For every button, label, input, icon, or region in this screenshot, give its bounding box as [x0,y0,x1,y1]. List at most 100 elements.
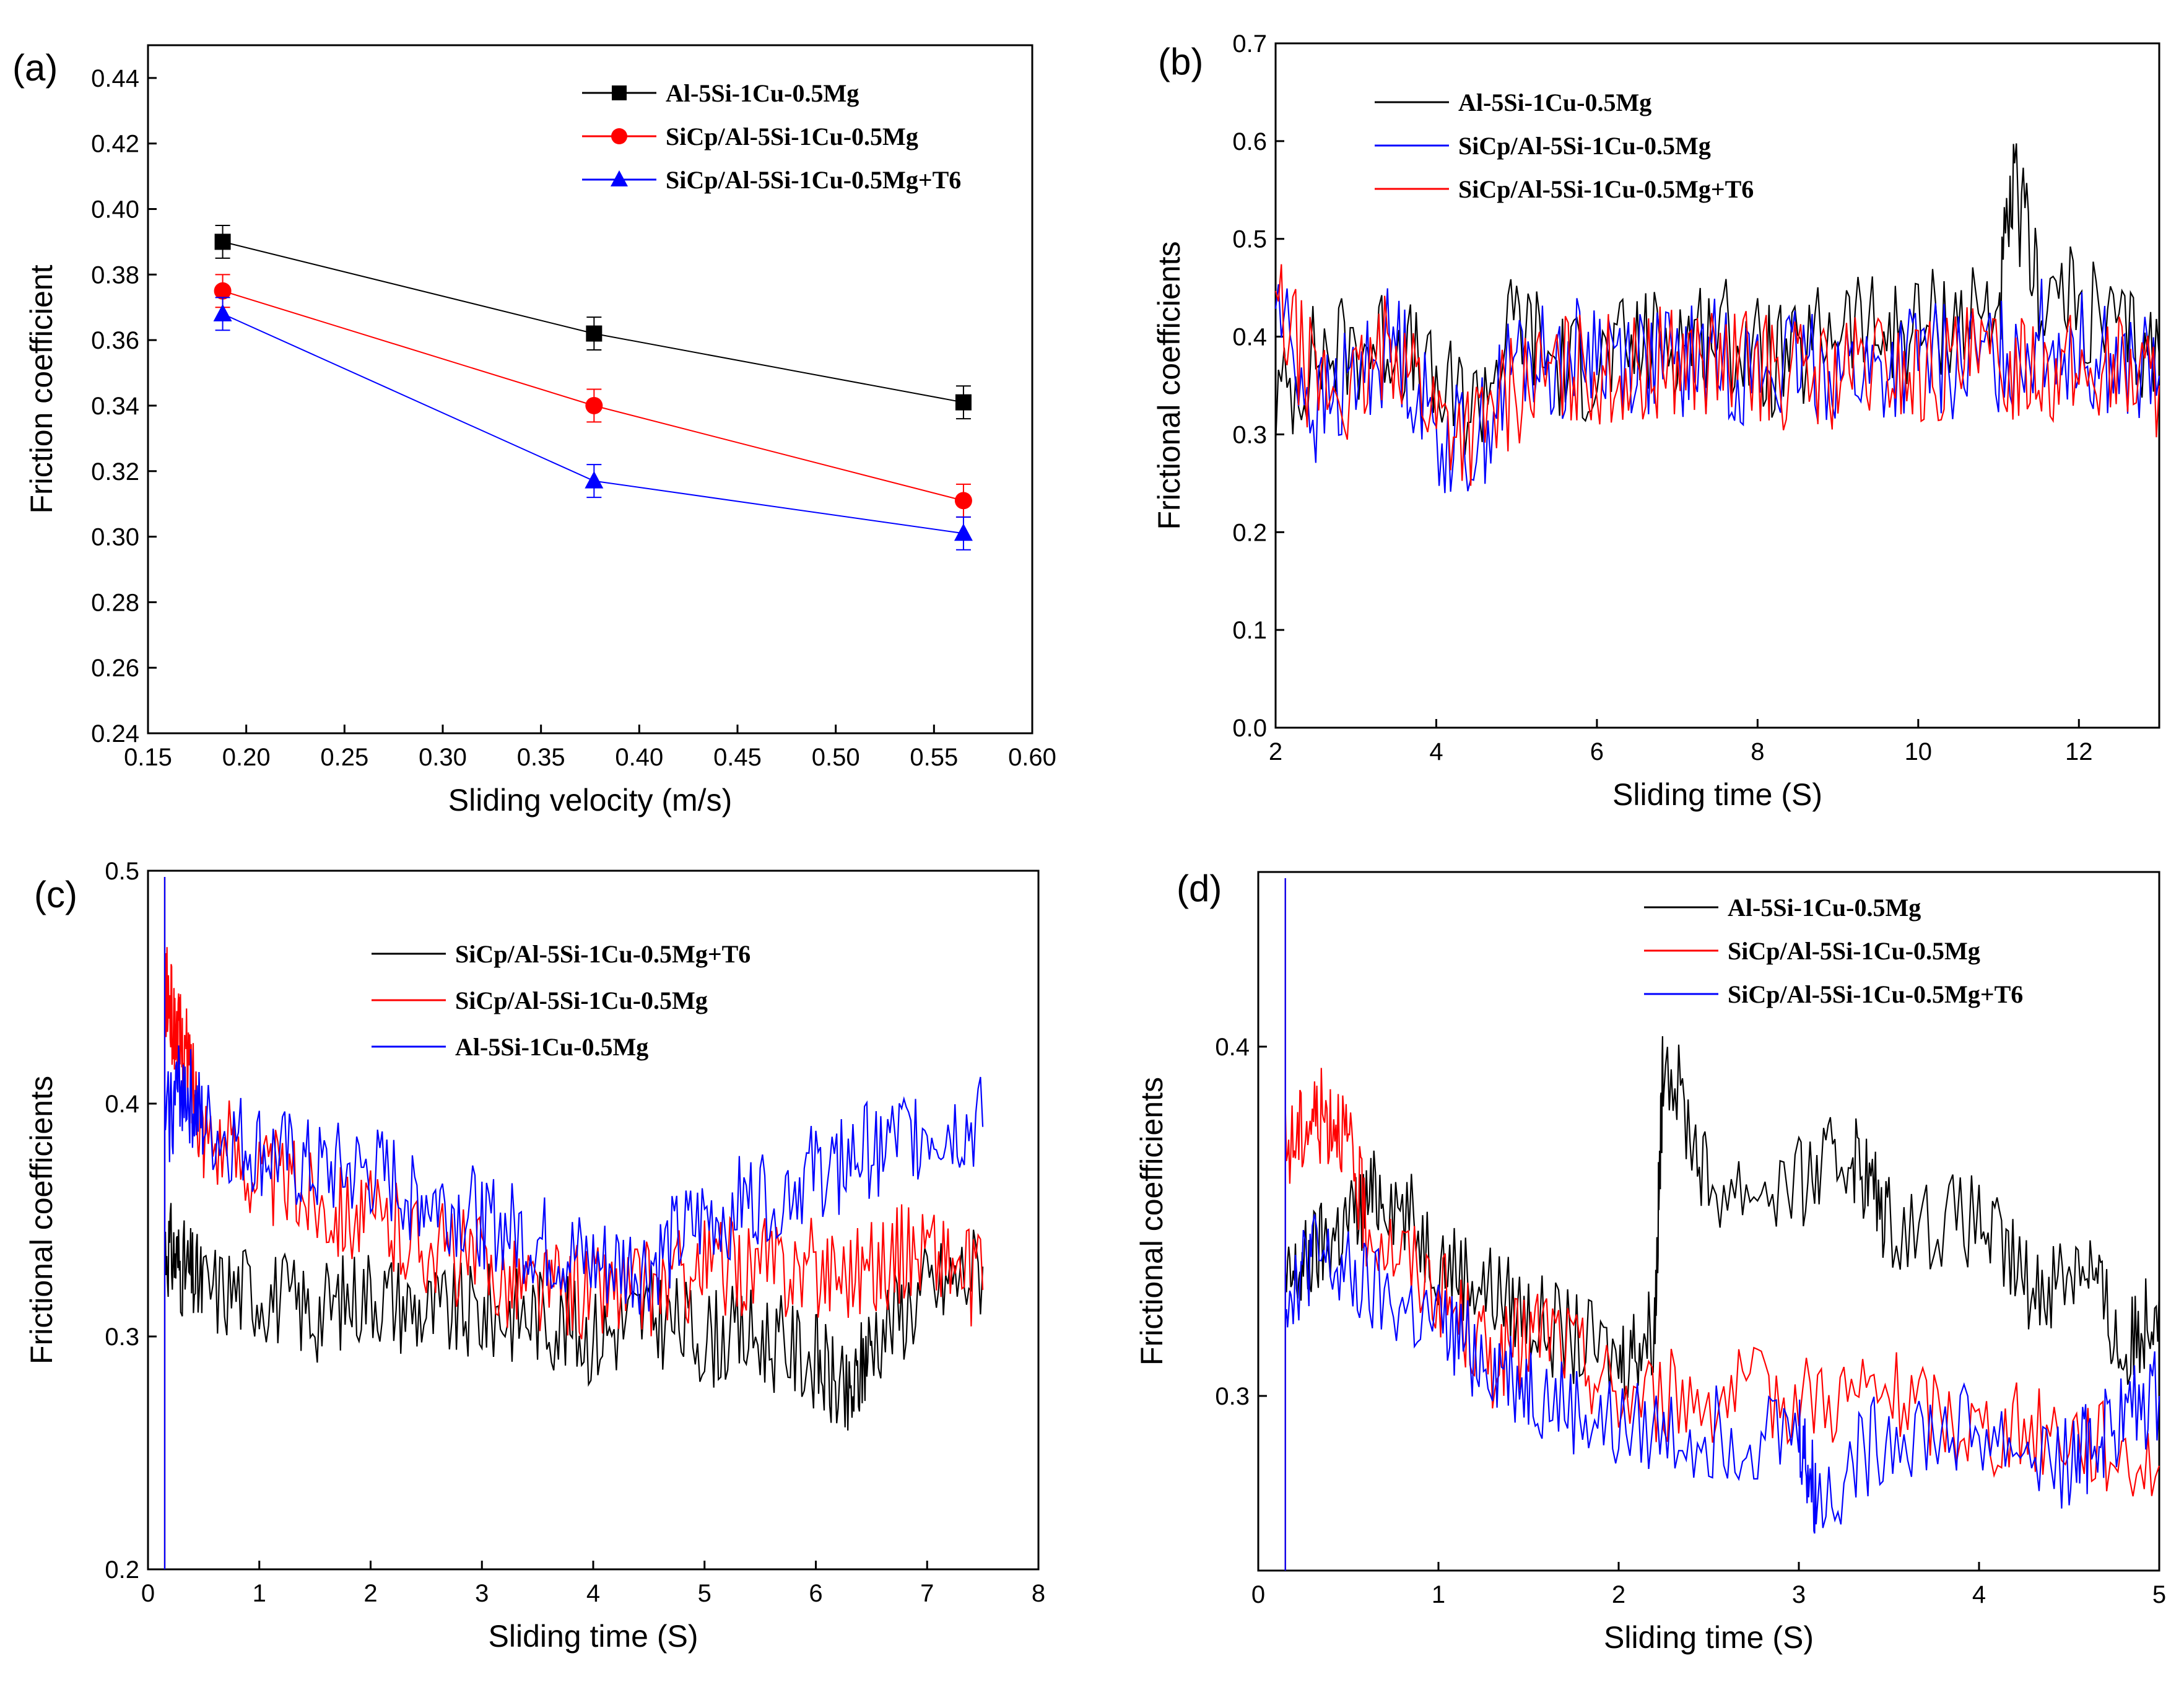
y-tick-label: 0.4 [1215,1034,1250,1061]
legend-label: Al-5Si-1Cu-0.5Mg [666,79,859,107]
y-tick-label: 0.30 [91,524,139,551]
legend-label: SiCp/Al-5Si-1Cu-0.5Mg+T6 [1458,175,1754,203]
y-tick-label: 0.1 [1232,617,1267,644]
x-tick-label: 3 [475,1580,489,1607]
chart-panel-a: 0.15 0.20 0.25 0.30 0.35 0.40 0.45 0.50 0.55 0.60… [12,44,1056,817]
plot-frame [147,870,1040,1571]
data-point [954,523,973,541]
x-tick-label: 0.20 [222,744,271,771]
y-tick-label: 0.5 [105,858,139,885]
data-point [214,233,231,250]
series-line [1284,878,2160,1571]
x-tick-label: 1 [253,1580,266,1607]
y-axis-title: Frictional coefficients [24,1076,59,1364]
y-tick-label: 0.42 [91,131,139,158]
x-tick-label: 8 [1751,738,1764,765]
series-line [1284,878,2160,1571]
legend-label: Al-5Si-1Cu-0.5Mg [1458,89,1651,116]
y-axis-title: Frictional coefficients [1134,1077,1169,1366]
x-tick-label: 12 [2065,738,2093,765]
data-point [585,471,604,489]
y-tick-label: 0.2 [105,1556,139,1584]
y-tick-label: 0.2 [1232,519,1267,546]
x-tick-label: 2 [1612,1581,1625,1608]
x-tick-label: 0.35 [517,744,565,771]
x-tick-label: 7 [920,1580,934,1607]
x-tick-label: 0.60 [1008,744,1056,771]
series-line [1274,264,2160,486]
x-tick-label: 6 [809,1580,822,1607]
plot-frame [1257,871,2160,1572]
x-tick-label: 0.40 [615,744,663,771]
x-tick-label: 4 [1972,1581,1986,1608]
y-tick-label: 0.4 [1232,324,1267,351]
x-axis-title: Sliding time (S) [1604,1620,1814,1655]
legend-marker [611,170,628,186]
data-point [214,282,232,300]
x-tick-label: 5 [2152,1581,2166,1608]
legend-label: SiCp/Al-5Si-1Cu-0.5Mg+T6 [455,940,750,968]
series-line [222,290,964,502]
series-line [163,877,984,1569]
chart-panel-b: 2 4 6 8 10 12 0.0 0.1 0.2 0.3 0.4 0.5 0.6 0.7 Sliding … [1152,30,2160,812]
series-line [163,877,984,1569]
panel-label: (b) [1158,41,1203,82]
x-tick-label: 0.30 [419,744,467,771]
x-tick-label: 0.15 [124,744,172,771]
x-tick-label: 8 [1032,1580,1045,1607]
y-tick-label: 0.38 [91,261,139,289]
y-tick-label: 0.34 [91,393,139,420]
legend-label: SiCp/Al-5Si-1Cu-0.5Mg [666,123,918,150]
y-tick-label: 0.44 [91,65,139,92]
legend-label: SiCp/Al-5Si-1Cu-0.5Mg+T6 [666,166,961,194]
x-axis-title: Sliding time (S) [489,1619,698,1654]
y-tick-label: 0.40 [91,196,139,224]
data-point [955,394,972,411]
legend-label: SiCp/Al-5Si-1Cu-0.5Mg [1728,937,1980,965]
legend-marker [611,128,627,144]
y-tick-label: 0.28 [91,589,139,616]
series-line [222,241,964,403]
x-tick-label: 0 [141,1580,155,1607]
series-line [163,877,984,1569]
series-line [222,313,964,534]
y-tick-label: 0.7 [1232,30,1267,58]
legend-label: Al-5Si-1Cu-0.5Mg [455,1033,648,1061]
x-tick-label: 1 [1432,1581,1445,1608]
legend-label: SiCp/Al-5Si-1Cu-0.5Mg+T6 [1728,980,2023,1008]
x-tick-label: 0.45 [713,744,762,771]
y-tick-label: 0.4 [105,1091,139,1118]
panel-label: (c) [34,874,77,915]
y-axis-title: Frictional coefficients [1152,242,1186,530]
y-tick-label: 0.3 [1215,1383,1250,1410]
legend-label: SiCp/Al-5Si-1Cu-0.5Mg [455,987,708,1014]
data-point [213,303,232,321]
panel-label: (a) [12,47,58,89]
y-tick-label: 0.26 [91,655,139,682]
y-axis-title: Friction coefficient [24,264,59,513]
legend-marker [612,85,627,100]
y-tick-label: 0.3 [105,1323,139,1351]
y-tick-label: 0.3 [1232,421,1267,448]
y-tick-label: 0.5 [1232,226,1267,253]
data-point [954,492,972,510]
x-tick-label: 0 [1251,1581,1265,1608]
x-tick-label: 0.50 [812,744,860,771]
y-tick-label: 0.0 [1232,715,1267,742]
x-tick-label: 4 [1429,738,1443,765]
x-tick-label: 2 [363,1580,377,1607]
legend-label: SiCp/Al-5Si-1Cu-0.5Mg [1458,132,1711,160]
x-axis-title: Sliding velocity (m/s) [448,783,732,817]
series-line [1284,878,2160,1571]
panel-label: (d) [1177,868,1222,909]
x-tick-label: 10 [1905,738,1933,765]
data-point [585,396,603,414]
x-tick-label: 0.25 [320,744,368,771]
x-axis-title: Sliding time (S) [1612,777,1822,812]
x-tick-label: 5 [698,1580,711,1607]
y-tick-label: 0.36 [91,327,139,354]
y-tick-label: 0.24 [91,720,139,748]
chart-panel-c: 0 1 2 3 4 5 6 7 8 0.2 0.3 0.4 0.5 Sliding time (S) Fri… [24,858,1045,1654]
legend-label: Al-5Si-1Cu-0.5Mg [1728,894,1921,922]
